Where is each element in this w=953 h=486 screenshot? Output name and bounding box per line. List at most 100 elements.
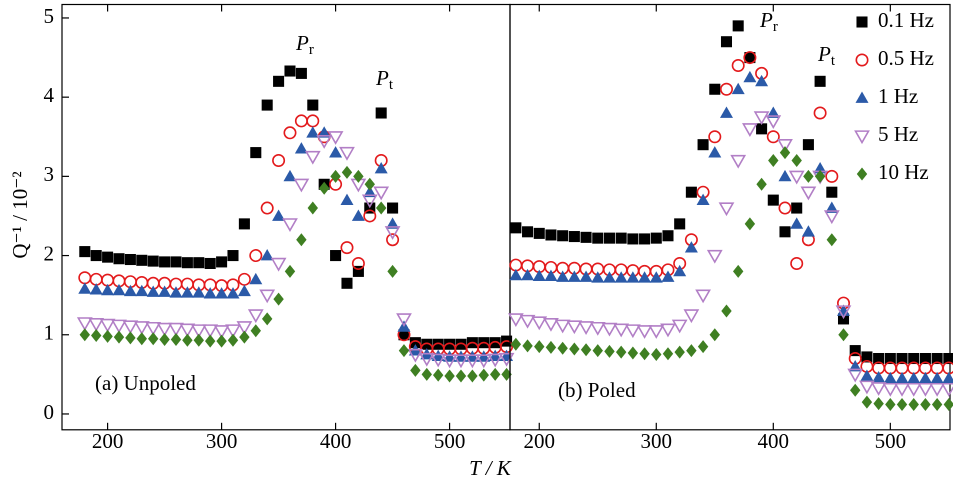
data-point [768, 154, 779, 168]
data-point [398, 329, 410, 341]
data-point [330, 169, 341, 183]
x-axis-label: T / K [469, 456, 512, 480]
data-point [89, 283, 103, 295]
peak-subscript: r [309, 42, 314, 58]
legend-marker [856, 16, 868, 28]
legend-marker [855, 53, 869, 67]
data-point [443, 350, 457, 362]
data-point [779, 146, 791, 160]
data-point [697, 340, 709, 354]
data-point [684, 241, 698, 253]
data-point [543, 317, 559, 332]
data-point [204, 334, 216, 348]
data-point [180, 286, 194, 298]
peak-subscript: r [773, 19, 778, 35]
data-point [168, 322, 184, 337]
data-point [293, 178, 310, 193]
data-point [329, 146, 343, 158]
data-point [111, 319, 127, 334]
peak-symbol: P [817, 42, 831, 66]
data-point [316, 135, 333, 149]
data-point [204, 257, 216, 270]
data-point [919, 352, 931, 365]
data-point [193, 257, 205, 269]
data-point [627, 233, 639, 245]
data-point [273, 292, 284, 306]
data-point [790, 217, 804, 229]
panel-label: (b) Poled [558, 378, 636, 402]
data-point [907, 371, 921, 384]
data-point [802, 139, 814, 151]
data-point [719, 106, 733, 118]
data-point [239, 330, 250, 344]
x-tick-label: 400 [320, 429, 352, 453]
data-point [216, 334, 227, 348]
data-point [88, 317, 105, 332]
data-point [803, 169, 814, 183]
data-point [849, 345, 861, 357]
peak-symbol: P [295, 31, 309, 55]
data-point [732, 264, 744, 278]
data-point [294, 142, 308, 154]
data-point [671, 319, 688, 334]
data-point [464, 354, 481, 369]
data-point [905, 382, 922, 397]
data-point [99, 318, 116, 333]
data-point [444, 338, 456, 350]
data-point [884, 352, 896, 365]
data-point [545, 340, 557, 354]
y-tick-label: 5 [44, 4, 55, 28]
data-point [237, 284, 251, 297]
data-point [307, 201, 318, 215]
data-point [249, 249, 263, 263]
data-point [883, 371, 897, 384]
data-point [361, 194, 378, 209]
data-point [532, 269, 546, 282]
data-point [931, 397, 943, 411]
data-point [554, 319, 571, 334]
data-point [101, 283, 115, 296]
data-point [850, 383, 861, 397]
data-point [353, 169, 364, 183]
data-point [90, 250, 102, 262]
data-point [624, 324, 641, 339]
data-point [102, 329, 113, 343]
data-point [636, 325, 653, 339]
data-point [918, 371, 932, 384]
peak-label: Pr [295, 31, 314, 59]
data-point [651, 348, 662, 362]
data-point [940, 382, 953, 397]
peak-label: Pr [759, 8, 778, 36]
data-point [791, 154, 802, 168]
data-point [260, 201, 274, 215]
data-point [779, 226, 791, 238]
data-point [872, 371, 886, 383]
data-point [215, 287, 229, 299]
data-point [731, 82, 745, 95]
data-point [589, 321, 606, 336]
data-point [250, 147, 262, 159]
data-point [859, 380, 875, 395]
x-tick-label: 200 [524, 429, 556, 453]
data-point [396, 313, 412, 328]
legend-label: 1 Hz [878, 84, 918, 108]
data-point [579, 270, 593, 282]
data-point [90, 329, 102, 343]
data-point [568, 231, 580, 243]
data-point [102, 251, 114, 263]
data-point [410, 363, 421, 377]
data-point [743, 51, 757, 65]
data-point [627, 346, 639, 360]
y-tick-label: 4 [44, 83, 55, 107]
data-point [169, 286, 183, 298]
data-point [578, 321, 594, 335]
data-point [615, 345, 627, 359]
data-point [181, 257, 193, 269]
data-point [861, 395, 873, 409]
data-point [203, 287, 217, 299]
data-point [146, 285, 160, 297]
data-point [601, 322, 618, 337]
data-point [790, 256, 804, 270]
data-point [765, 115, 782, 130]
data-point [650, 232, 662, 244]
